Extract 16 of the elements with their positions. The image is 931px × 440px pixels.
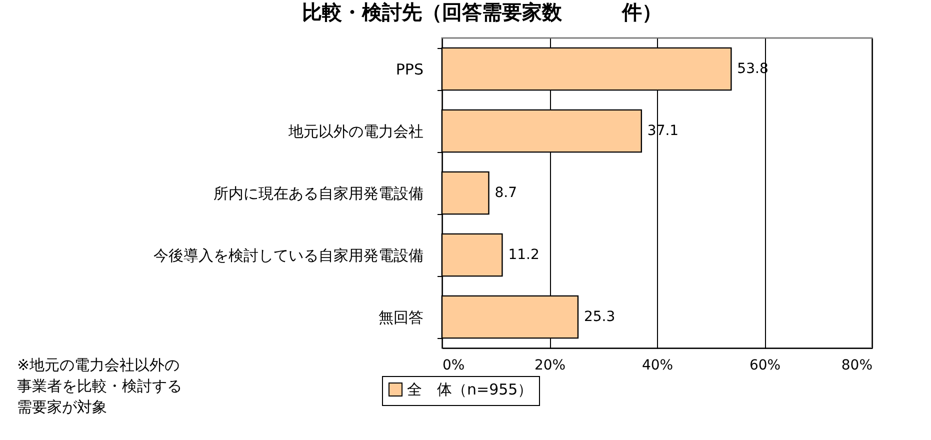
y-tick-label: 地元以外の電力会社 xyxy=(288,122,424,140)
chart-title: 比較・検討先（回答需要家数 件） xyxy=(302,0,662,24)
data-label: 25.3 xyxy=(584,309,616,325)
x-tick-label: 80% xyxy=(841,358,872,374)
y-tick-label: 無回答 xyxy=(378,308,424,326)
legend-label: 全 体（n=955） xyxy=(407,380,533,398)
data-label: 11.2 xyxy=(508,247,540,263)
y-tick-label: PPS xyxy=(396,60,424,78)
x-tick-label: 40% xyxy=(642,358,674,374)
x-tick-label: 60% xyxy=(749,358,781,374)
y-tick-label: 今後導入を検討している自家用発電設備 xyxy=(154,246,424,264)
x-tick-label: 20% xyxy=(534,358,566,374)
x-tick-label: 0% xyxy=(442,358,465,374)
data-label: 8.7 xyxy=(494,185,518,201)
y-tick-label: 所内に現在ある自家用発電設備 xyxy=(214,184,424,202)
text: ※地元の電力会社以外の事業者を比較・検討する需要家が対象 xyxy=(17,356,182,416)
